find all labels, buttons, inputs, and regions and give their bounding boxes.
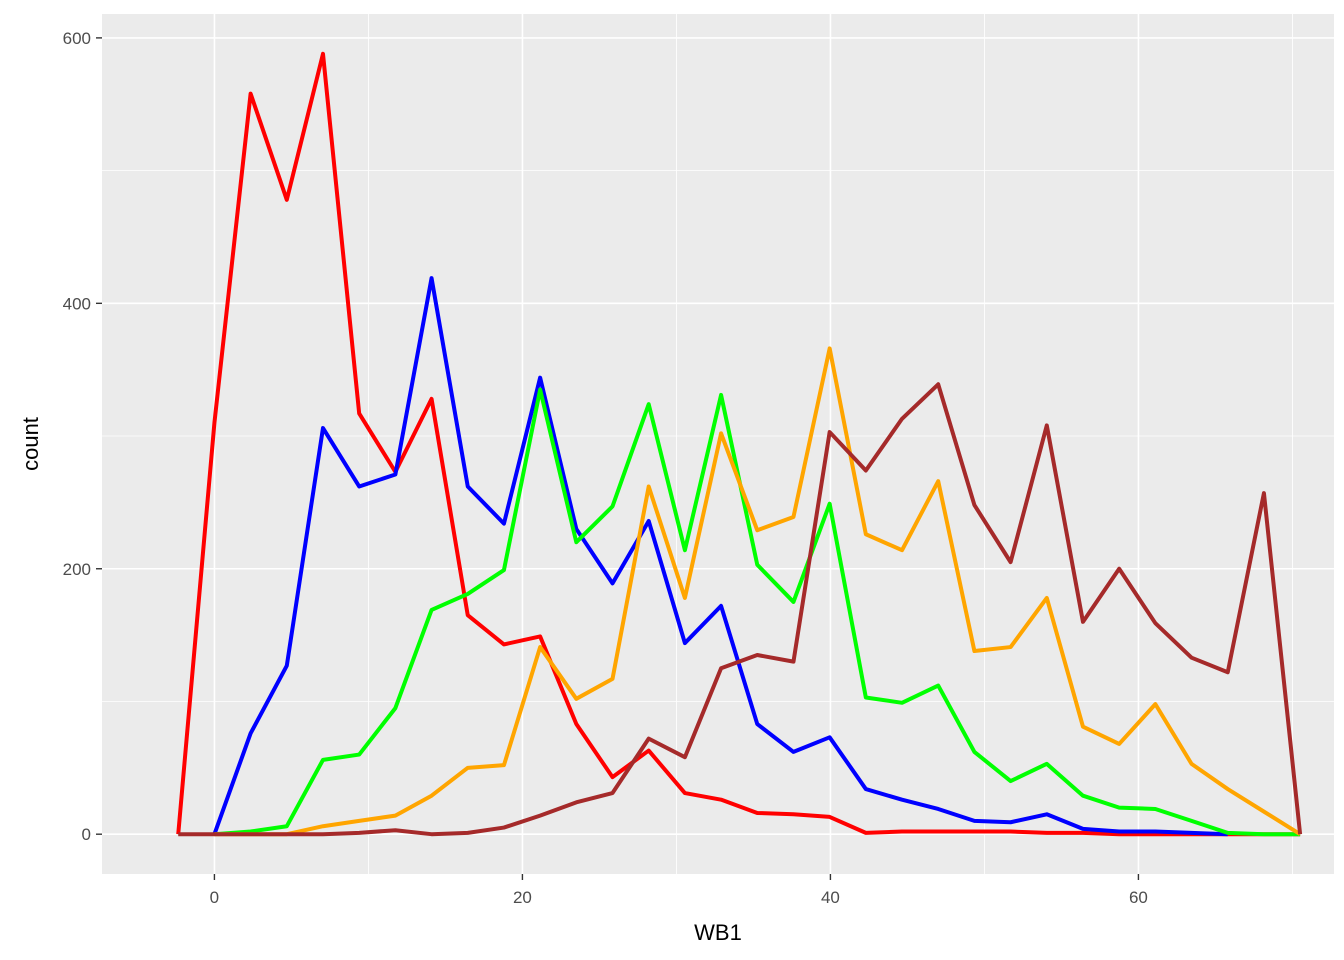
x-axis-title: WB1 — [694, 920, 742, 945]
series-lines — [176, 51, 1303, 837]
y-tick-label: 0 — [82, 825, 91, 844]
x-tick-label: 20 — [513, 888, 532, 907]
x-tick-label: 60 — [1129, 888, 1148, 907]
series-line-brown — [178, 382, 1303, 837]
series-line-orange — [214, 346, 1302, 837]
y-tick-label: 400 — [63, 294, 91, 313]
series-line-green — [214, 387, 1301, 837]
y-tick-label: 200 — [63, 560, 91, 579]
x-tick-label: 40 — [821, 888, 840, 907]
minor-gridlines — [102, 14, 1334, 874]
x-axis: 0 20 40 60 — [210, 874, 1148, 907]
series-line-blue — [212, 276, 1228, 837]
series-line-red — [176, 51, 1301, 837]
x-tick-label: 0 — [210, 888, 219, 907]
y-axis-title: count — [18, 417, 43, 471]
y-tick-label: 600 — [63, 29, 91, 48]
y-axis: 0 200 400 600 — [63, 29, 102, 844]
